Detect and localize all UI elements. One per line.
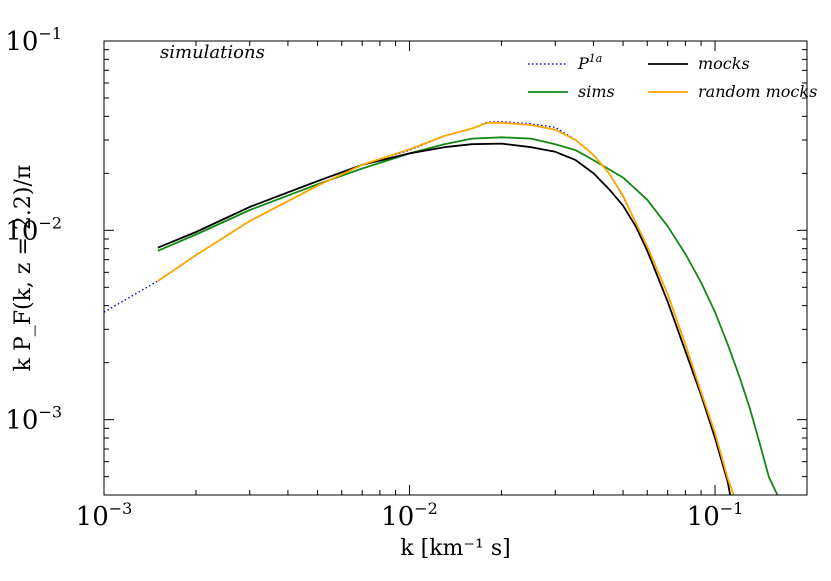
y-axis-label: k P_F(k, z = 2.2)/π <box>11 165 36 372</box>
legend-label-sims: sims <box>578 82 615 101</box>
legend-label-p-1a: P1a <box>577 52 602 73</box>
series-line-sims <box>157 136 779 495</box>
legend-label-random-mocks: random mocks <box>698 82 817 101</box>
series-line-mocks <box>157 142 731 495</box>
y-tick-label: 10−3 <box>5 403 62 436</box>
series-line-p-1a <box>104 120 735 495</box>
chart-title: simulations <box>160 42 265 63</box>
y-tick-label: 10−1 <box>5 24 62 57</box>
legend: P1a sims mocks random mocks <box>528 52 817 101</box>
series-line-random-mocks <box>157 121 735 495</box>
x-tick-label: 10−3 <box>76 499 133 532</box>
legend-label-mocks: mocks <box>698 54 750 73</box>
x-axis-label: k [km⁻¹ s] <box>400 536 510 561</box>
series-layer <box>104 120 779 495</box>
x-tick-label: 10−2 <box>381 499 438 532</box>
tick-layer: 10−3 10−2 10−110−310−210−1 <box>5 24 807 532</box>
plot-frame <box>103 40 808 496</box>
x-tick-label: 10−1 <box>687 499 744 532</box>
